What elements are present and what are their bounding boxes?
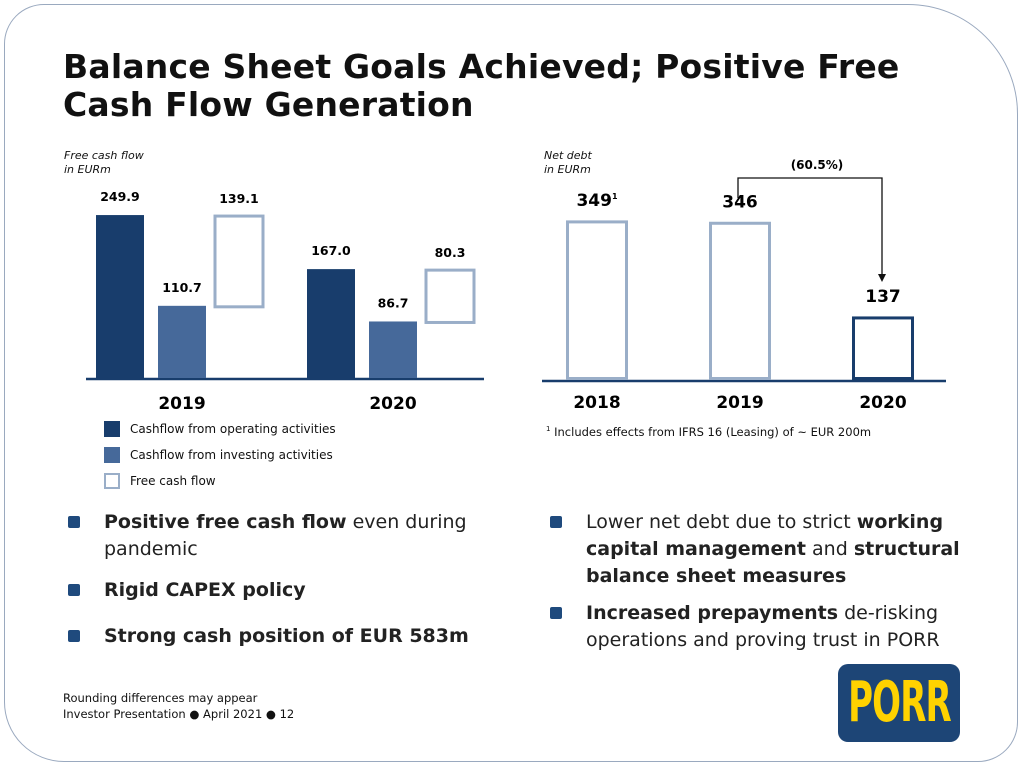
bullet-left-2: Rigid CAPEX policy [68,577,306,604]
footer-presentation-info: Investor Presentation ● April 2021 ● 12 [63,707,295,721]
x-tick-2020: 2020 [369,394,416,414]
change-annotation: (60.5%) [791,158,844,172]
title-line-1: Balance Sheet Goals Achieved; Positive F… [63,47,900,86]
legend-swatch [104,447,120,463]
footer-rounding-note: Rounding differences may appear [63,691,258,705]
porr-logo: PORR [838,664,960,742]
bar-investing-2020 [369,321,417,378]
label-fcf-2020: 80.3 [435,245,466,260]
fcf-chart-title: Free cash flow in EURm [64,149,144,177]
bullet-bold: Positive free cash flow [104,511,347,533]
legend-swatch [104,473,120,489]
legend-label: Cashflow from investing activities [130,448,333,462]
bar-investing-2019 [158,305,206,378]
label-netdebt-2020: 137 [865,287,901,307]
x-tick-2019: 2019 [158,394,205,414]
fcf-unit: in EURm [64,163,111,176]
bar-netdebt-2018 [566,220,628,380]
bullet-text: even during pandemic [104,511,467,560]
label-operating-2020: 167.0 [311,243,351,258]
x-tick-2018: 2018 [573,393,620,413]
bar-netdebt-2020 [852,316,914,380]
bullet-right-1: Lower net debt due to strict working cap… [550,509,986,590]
bar-fcf-2020 [424,268,476,324]
label-superscript: 1 [612,192,618,201]
bar-fcf-2019 [213,214,265,309]
bar-operating-2020 [307,269,355,378]
netdebt-title: Net debt [544,149,592,162]
bullet-left-1: Positive free cash flow even during pand… [68,509,494,563]
slide-title: Balance Sheet Goals Achieved; Positive F… [63,48,900,124]
bar-netdebt-2019 [709,221,771,380]
legend-label: Free cash flow [130,474,216,488]
bullet-bold: Strong cash position of EUR 583m [104,625,469,647]
slide-frame [4,4,1018,762]
x-tick-2019: 2019 [716,393,763,413]
bar-operating-2019 [96,215,144,378]
label-fcf-2019: 139.1 [219,191,259,206]
bullet-bold: Rigid CAPEX policy [104,579,306,601]
bullet-left-3: Strong cash position of EUR 583m [68,623,469,650]
label-netdebt-2018: 3491 [576,191,618,211]
label-operating-2019: 249.9 [100,189,140,204]
netdebt-chart-title: Net debt in EURm [544,149,592,177]
netdebt-unit: in EURm [544,163,591,176]
fcf-title: Free cash flow [64,149,144,162]
arrow-head-icon [878,274,886,282]
x-tick-2020: 2020 [859,393,906,413]
bullet-right-2: Increased prepayments de-risking operati… [550,600,986,654]
label-netdebt-2019: 346 [722,192,758,212]
legend-label: Cashflow from operating activities [130,422,336,436]
legend-investing: Cashflow from investing activities [104,447,333,463]
logo-text: PORR [847,670,952,736]
legend-fcf: Free cash flow [104,473,216,489]
legend-operating: Cashflow from operating activities [104,421,336,437]
legend-swatch [104,421,120,437]
change-bracket [737,177,883,276]
footnote-text: Includes effects from IFRS 16 (Leasing) … [554,425,872,439]
footnote-mark: 1 [546,425,551,434]
title-line-2: Cash Flow Generation [63,85,474,124]
footnote: 1 Includes effects from IFRS 16 (Leasing… [546,425,871,439]
label-investing-2020: 86.7 [378,295,409,310]
label-investing-2019: 110.7 [162,280,202,295]
